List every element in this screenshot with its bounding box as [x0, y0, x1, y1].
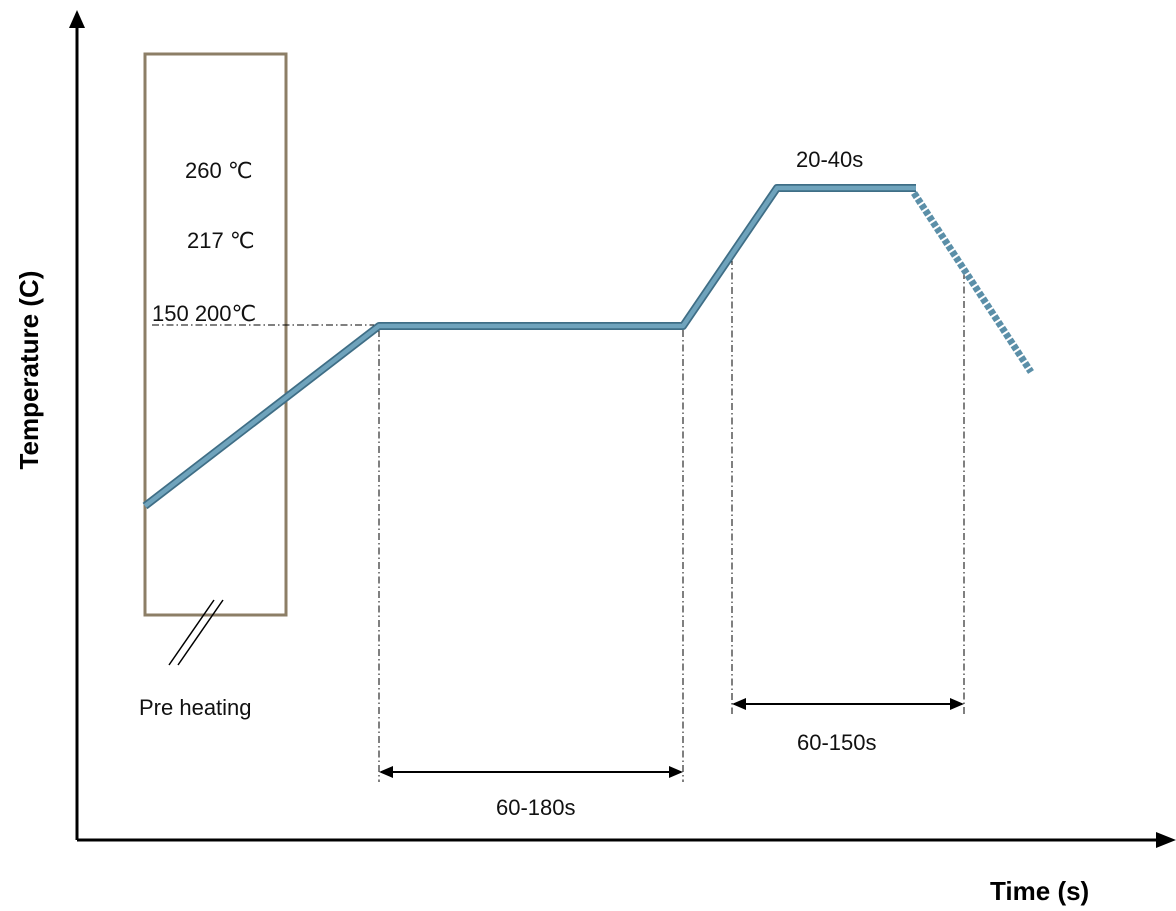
- profile-curve: [143, 185, 916, 508]
- above-liquidus-duration-label: 60-150s: [797, 730, 877, 755]
- y-axis-arrow: [69, 10, 85, 28]
- temp-label-260: 260 ℃: [185, 158, 253, 183]
- y-axis-title: Temperature (C): [14, 271, 44, 470]
- temp-label-217: 217 ℃: [187, 228, 255, 253]
- preheat-caption: Pre heating: [139, 695, 252, 720]
- profile-curve-outline: [142, 184, 916, 510]
- temp-label-150-200: 150 200℃: [152, 301, 256, 326]
- break-mark-1: [168, 599, 215, 666]
- cooling-curve: [911, 191, 1034, 374]
- peak-duration-label: 20-40s: [796, 147, 863, 172]
- x-axis-arrow: [1156, 832, 1176, 848]
- break-mark-2: [177, 599, 224, 666]
- preheat-box: [143, 52, 288, 617]
- soak-duration-label: 60-180s: [496, 795, 576, 820]
- x-axis-title: Time (s): [990, 876, 1089, 906]
